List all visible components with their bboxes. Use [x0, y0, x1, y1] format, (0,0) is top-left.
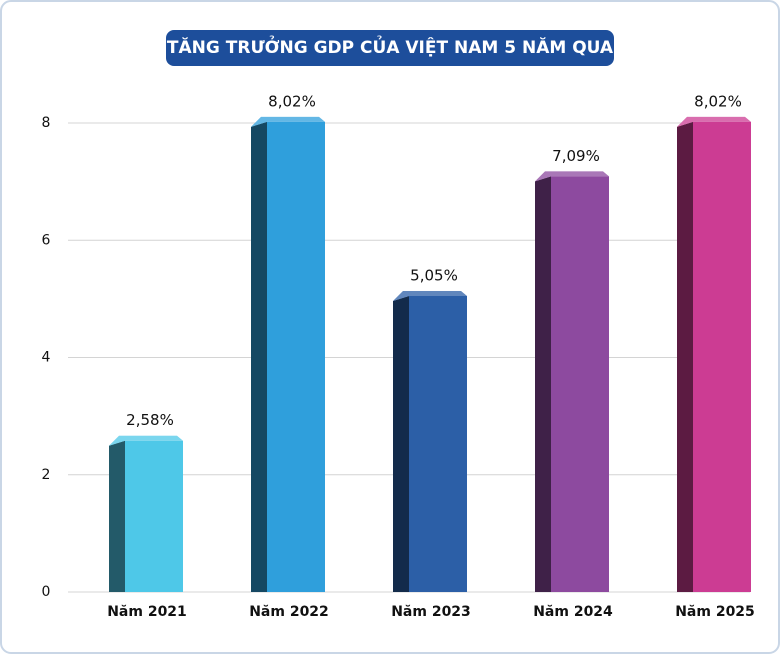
- y-tick-label: 8: [42, 115, 51, 131]
- value-label: 7,09%: [552, 147, 600, 165]
- x-tick-label: Năm 2023: [391, 604, 471, 620]
- bar-top-shade: [535, 171, 609, 182]
- y-tick-label: 2: [42, 467, 51, 483]
- value-label: 2,58%: [126, 411, 174, 429]
- bar: [551, 176, 609, 592]
- bar-top-shade: [109, 435, 183, 446]
- bar-side-shade: [109, 440, 125, 592]
- x-tick-label: Năm 2024: [533, 604, 613, 620]
- bar-top: [535, 171, 609, 182]
- bar: [693, 121, 751, 592]
- bar-side-shade: [393, 295, 409, 592]
- bar-top: [109, 435, 183, 446]
- bar-top-shade: [393, 290, 467, 301]
- x-tick-label: Năm 2021: [107, 604, 187, 620]
- y-tick-label: 6: [42, 232, 51, 248]
- y-tick-label: 0: [42, 584, 51, 600]
- value-label: 5,05%: [410, 266, 458, 284]
- bar: [267, 121, 325, 592]
- bar-side-shade: [677, 121, 693, 592]
- x-tick-label: Năm 2025: [675, 604, 755, 620]
- bar-top-shade: [677, 116, 751, 127]
- y-tick-label: 4: [42, 350, 51, 366]
- bar: [409, 295, 467, 592]
- bar-side-shade: [535, 176, 551, 592]
- bar-top: [393, 290, 467, 301]
- bar-top: [251, 116, 325, 127]
- bar-top: [677, 116, 751, 127]
- x-tick-label: Năm 2022: [249, 604, 329, 620]
- bar-top-shade: [251, 116, 325, 127]
- chart-title: TĂNG TRƯỞNG GDP CỦA VIỆT NAM 5 NĂM QUA: [167, 34, 614, 58]
- title-box: [166, 30, 614, 66]
- value-label: 8,02%: [694, 92, 742, 110]
- bar-side-shade: [251, 121, 267, 592]
- bar: [125, 440, 183, 592]
- value-label: 8,02%: [268, 92, 316, 110]
